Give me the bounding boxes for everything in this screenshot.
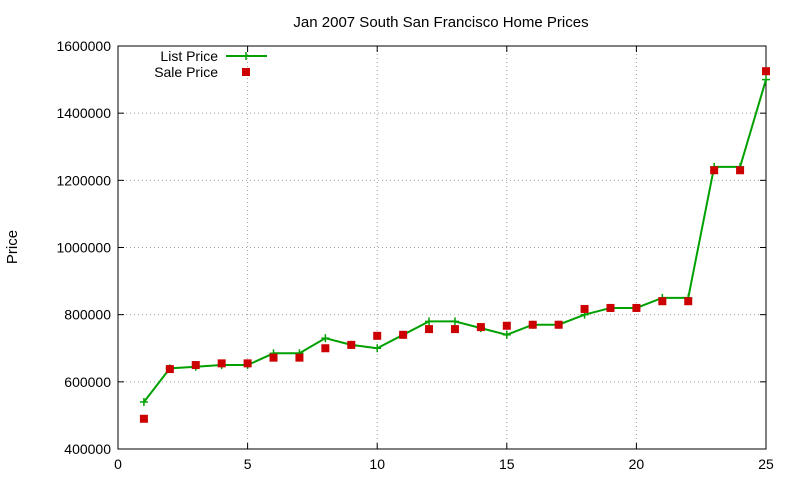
sale-price-point [762, 67, 770, 76]
sale-price-point [502, 321, 511, 330]
sale-price-point [632, 303, 641, 312]
legend-label-list-price: List Price [160, 48, 218, 64]
sale-price-point [399, 330, 408, 339]
list-price-point [373, 344, 382, 353]
x-tick-label: 5 [244, 456, 252, 472]
sale-price-point [710, 166, 719, 175]
sale-price-point [684, 297, 693, 306]
y-tick-label: 1000000 [56, 240, 111, 256]
sale-price-point [217, 359, 226, 368]
sale-price-point [606, 303, 615, 312]
sale-price-point [243, 359, 252, 368]
series-layer [139, 67, 770, 423]
list-price-point [425, 317, 434, 326]
sale-price-point [139, 414, 148, 423]
sale-price-point [347, 340, 356, 349]
sale-price-point [580, 304, 589, 313]
sale-price-point [476, 323, 485, 332]
y-tick-label: 600000 [64, 374, 111, 390]
sale-price-point [269, 353, 278, 362]
list-price-point [762, 75, 770, 84]
y-tick-label: 1200000 [56, 172, 111, 188]
legend-marker-sale-price [242, 68, 250, 76]
list-price-point [321, 334, 330, 343]
y-tick-label: 1400000 [56, 105, 111, 121]
list-price-point [139, 397, 148, 406]
axis-ticks: 400000 600000 800000 1000000 1200000 1400000 1… [56, 38, 774, 472]
y-tick-label: 800000 [64, 307, 111, 323]
sale-price-point [528, 320, 537, 329]
sale-price-point [295, 353, 304, 362]
sale-price-point [450, 325, 459, 334]
y-tick-label: 1600000 [56, 38, 111, 54]
sale-price-point [373, 331, 382, 340]
sale-price-point [191, 361, 200, 370]
sale-price-point [658, 297, 667, 306]
sale-price-point [736, 166, 745, 175]
legend-label-sale-price: Sale Price [154, 64, 218, 80]
x-tick-label: 25 [758, 456, 774, 472]
grid [118, 46, 766, 449]
sale-price-point [321, 344, 330, 353]
legend-marker-list-price [242, 52, 250, 60]
x-tick-label: 0 [114, 456, 122, 472]
list-price-point [502, 330, 511, 339]
list-price-line [143, 79, 767, 403]
sale-price-point [165, 365, 174, 374]
sale-price-point [425, 325, 434, 334]
sale-price-point [554, 320, 563, 329]
x-tick-label: 15 [499, 456, 515, 472]
x-tick-label: 10 [369, 456, 385, 472]
chart-title: Jan 2007 South San Francisco Home Prices [293, 14, 588, 31]
list-price-point [450, 317, 459, 326]
y-tick-label: 400000 [64, 441, 111, 457]
x-tick-label: 20 [629, 456, 645, 472]
y-axis-label: Price [4, 230, 21, 264]
